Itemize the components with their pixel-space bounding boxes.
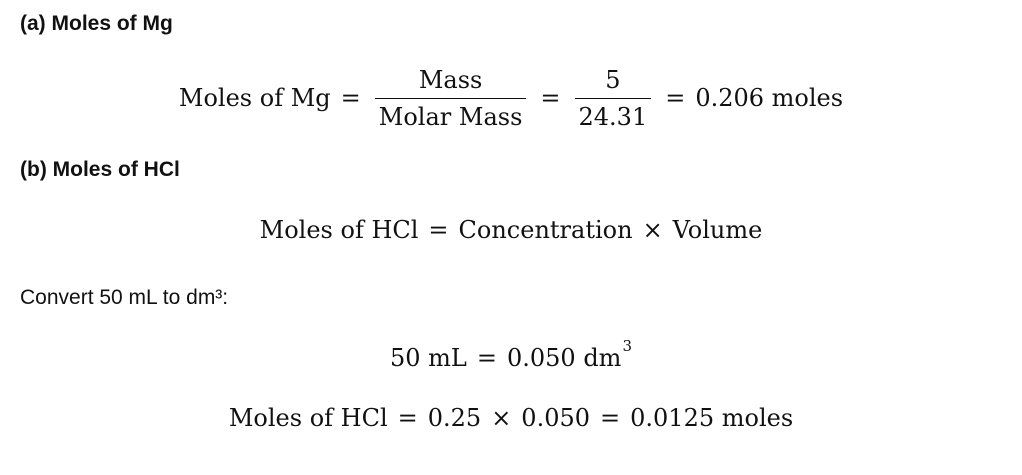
calculation-result: 0.0125 moles: [630, 404, 794, 432]
fraction-bar: [574, 97, 652, 99]
calculation-volume: 0.050: [521, 404, 591, 432]
times-sign: ×: [491, 404, 512, 432]
fraction-bar: [374, 97, 527, 99]
equals-sign: =: [665, 84, 686, 112]
equals-sign: =: [397, 404, 418, 432]
formula-term-concentration: Concentration: [458, 216, 633, 244]
moles-of-mg-equation: Moles of Mg = Mass Molar Mass = 5 24.31 …: [0, 58, 1022, 138]
fraction-denominator: Molar Mass: [378, 102, 523, 131]
calculation-concentration: 0.25: [427, 404, 482, 432]
fraction-denominator: 24.31: [578, 102, 648, 131]
equals-sign: =: [476, 344, 497, 372]
fraction-numerator: Mass: [418, 65, 483, 94]
formula-lhs: Moles of HCl: [259, 216, 419, 244]
equals-sign: =: [540, 84, 561, 112]
conversion-rhs: 0.050 dm: [506, 344, 622, 372]
moles-of-hcl-formula: Moles of HCl = Concentration × Volume: [0, 212, 1022, 248]
numeric-fraction: 5 24.31: [574, 65, 652, 131]
calculation-lhs: Moles of HCl: [228, 404, 388, 432]
part-a-heading: (a) Moles of Mg: [20, 12, 173, 35]
equals-sign: =: [340, 84, 361, 112]
mass-over-molar-mass-fraction: Mass Molar Mass: [374, 65, 527, 131]
equation-result: 0.206 moles: [695, 84, 844, 112]
conversion-lhs: 50 mL: [390, 344, 467, 372]
volume-conversion-equation: 50 mL = 0.050 dm 3: [0, 336, 1022, 380]
part-b-heading: (b) Moles of HCl: [20, 158, 180, 181]
conversion-exponent: 3: [622, 337, 632, 355]
moles-of-hcl-calculation: Moles of HCl = 0.25 × 0.050 = 0.0125 mol…: [0, 400, 1022, 436]
equals-sign: =: [600, 404, 621, 432]
equation-lhs: Moles of Mg: [178, 84, 331, 112]
equals-sign: =: [428, 216, 449, 244]
times-sign: ×: [642, 216, 663, 244]
formula-term-volume: Volume: [672, 216, 763, 244]
convert-instruction: Convert 50 mL to dm³:: [20, 286, 229, 309]
fraction-numerator: 5: [605, 65, 621, 94]
